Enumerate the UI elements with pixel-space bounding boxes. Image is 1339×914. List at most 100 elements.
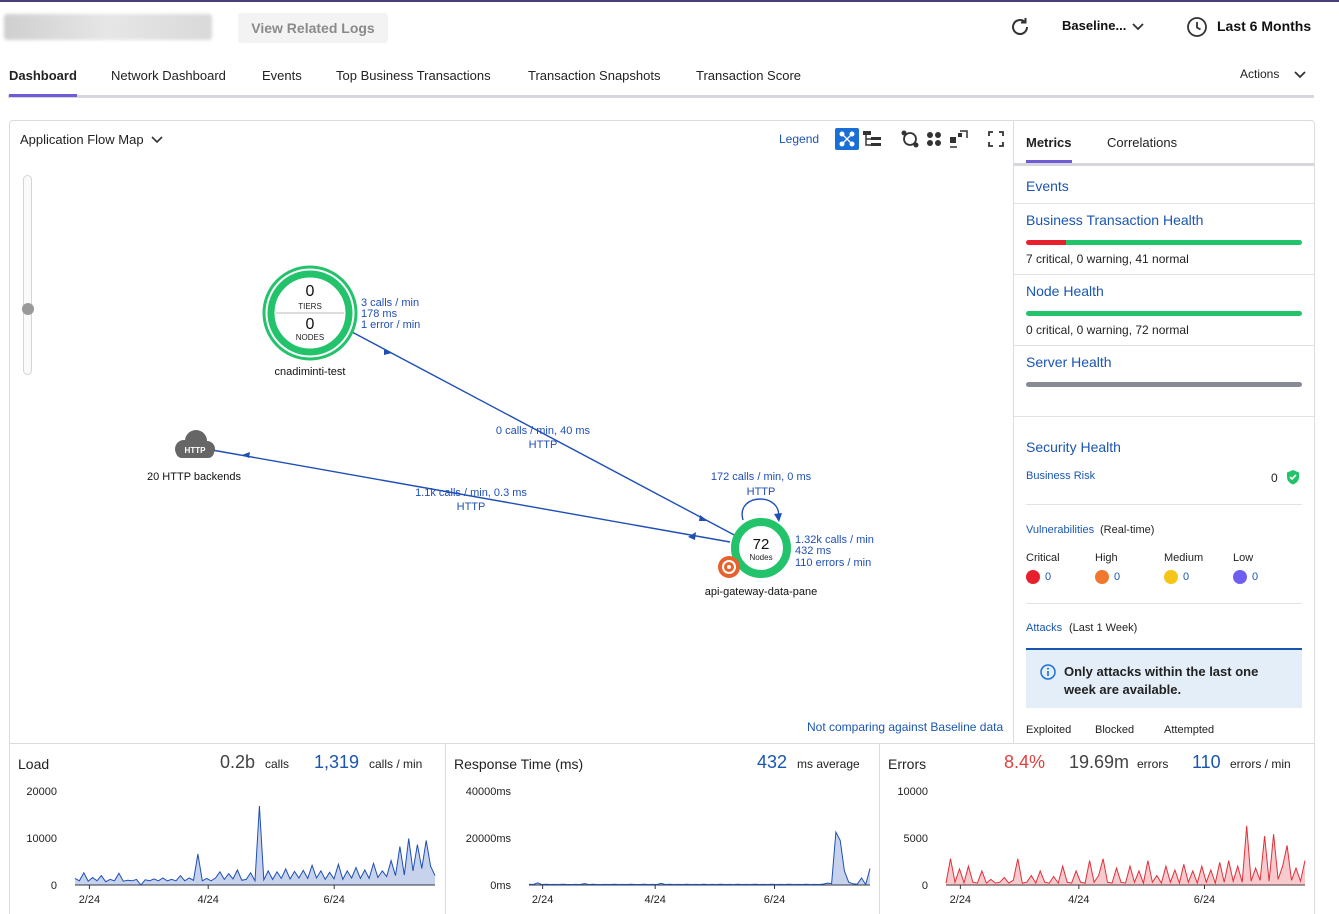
chevron-down-icon[interactable] [150,132,164,146]
chevron-down-icon[interactable] [1292,66,1308,82]
x-tick-label: 2/24 [79,894,100,906]
severity-critical-value[interactable]: 0 [1045,571,1052,583]
errors-rate: 110 [1192,752,1221,772]
backend-name[interactable]: 20 HTTP backends [147,471,241,483]
flow-map-selector[interactable]: Application Flow Map [20,132,144,147]
node-api-gateway[interactable] [731,518,791,578]
tab-transaction-snapshots[interactable]: Transaction Snapshots [528,68,661,83]
security-health-link[interactable]: Security Health [1026,439,1121,455]
nodes-label: NODES [296,333,324,342]
events-link[interactable]: Events [1026,178,1069,194]
clock-icon[interactable] [1186,16,1208,38]
tab-metrics[interactable]: Metrics [1026,135,1072,163]
graph-view-icon[interactable] [835,128,859,150]
edge-label[interactable]: 172 calls / min, 0 ms [711,471,812,483]
tab-correlations[interactable]: Correlations [1107,135,1178,150]
y-tick-label: 20000ms [466,833,512,845]
gateway-node-label: Nodes [749,553,772,562]
vulnerabilities-link[interactable]: Vulnerabilities [1026,524,1095,536]
load-chart-panel[interactable]: Load 0.2b calls 1,319 calls / min 20000 1… [10,744,445,914]
node-stat: 1.32k calls / min [795,534,874,546]
events-section: Events [1014,169,1314,204]
time-range-selector[interactable]: Last 6 Months [1217,18,1312,34]
tab-network-dashboard[interactable]: Network Dashboard [111,68,226,83]
errors-chart[interactable]: 10000 5000 0 2/24 4/24 6/24 [880,780,1315,914]
tiers-count: 0 [306,283,315,300]
tab-events[interactable]: Events [262,68,302,83]
legend-link[interactable]: Legend [779,132,820,146]
severity-critical-label: Critical [1026,552,1060,564]
response-chart-title: Response Time (ms) [454,756,584,772]
series-line[interactable] [528,830,871,886]
chevron-down-icon[interactable] [1130,18,1146,34]
gateway-node-count: 72 [753,536,770,553]
edge-gateway-to-backend[interactable] [211,449,731,543]
node-health-summary: 0 critical, 0 warning, 72 normal [1026,323,1189,337]
grid-layout-icon[interactable] [922,128,946,150]
edge-label[interactable]: 1.1k calls / min, 0.3 ms [415,487,527,499]
fullscreen-icon[interactable] [984,128,1008,150]
tab-dashboard[interactable]: Dashboard [9,68,77,97]
y-tick-label: 40000ms [466,786,512,798]
errors-total: 19.69m [1069,752,1130,772]
server-health-link[interactable]: Server Health [1026,354,1112,370]
edge-protocol: HTTP [747,486,776,498]
attacks-link[interactable]: Attacks [1026,622,1063,634]
x-tick-label: 4/24 [197,894,218,906]
baseline-comparison-note[interactable]: Not comparing against Baseline data [807,720,1004,734]
x-tick-label: 4/24 [1068,894,1089,906]
response-avg-unit: ms average [797,757,860,771]
load-rate: 1,319 [314,752,360,772]
severity-low-value[interactable]: 0 [1252,571,1259,583]
severity-high-value[interactable]: 0 [1114,571,1121,583]
edge-arrow [688,532,696,540]
edge-protocol: HTTP [529,439,558,451]
edge-label[interactable]: 0 calls / min, 40 ms [496,425,591,437]
auto-arrange-icon[interactable] [898,128,922,150]
view-related-logs-button[interactable]: View Related Logs [238,13,388,43]
gateway-name[interactable]: api-gateway-data-pane [705,586,818,598]
server-health-section: Server Health [1014,346,1314,417]
response-chart-panel[interactable]: Response Time (ms) 432 ms average 40000m… [445,744,879,914]
metrics-pane: Metrics Correlations Events Business Tra… [1013,121,1314,743]
node-stat: 110 errors / min [795,557,871,569]
load-total-unit: calls [265,757,290,771]
fit-to-screen-icon[interactable] [946,128,970,150]
edge-tier-to-gateway[interactable] [351,331,739,538]
series-line[interactable] [74,805,436,886]
baseline-selector[interactable]: Baseline... [1062,18,1127,33]
series-area [529,832,870,885]
refresh-icon[interactable] [1008,15,1032,39]
bt-health-link[interactable]: Business Transaction Health [1026,212,1204,228]
x-tick-label: 4/24 [644,894,665,906]
tab-transaction-score[interactable]: Transaction Score [696,68,802,83]
vulnerabilities-note: (Real-time) [1100,524,1155,536]
node-cnadiminti-test[interactable] [262,265,358,361]
business-risk-link[interactable]: Business Risk [1026,470,1096,482]
severity-critical-dot [1026,570,1040,584]
x-tick-label: 6/24 [323,894,344,906]
errors-chart-panel[interactable]: Errors 8.4% 19.69m errors 110 errors / m… [879,744,1314,914]
severity-low-dot [1233,570,1247,584]
tree-view-icon[interactable] [861,128,885,150]
edge-arrow [242,452,250,458]
x-tick-label: 2/24 [532,894,553,906]
severity-medium-value[interactable]: 0 [1183,571,1190,583]
response-time-chart[interactable]: 40000ms 20000ms 0ms 2/24 4/24 6/24 [446,780,880,914]
load-chart[interactable]: 20000 10000 0 2/24 4/24 6/24 [10,780,445,914]
series-line[interactable] [945,825,1306,885]
tab-top-business-transactions[interactable]: Top Business Transactions [336,68,491,83]
edge-gateway-self[interactable] [741,498,780,521]
edge-protocol: HTTP [457,501,486,513]
y-tick-label: 0 [922,880,928,892]
node-health-link[interactable]: Node Health [1026,283,1104,299]
attacks-info-banner: Only attacks within the last one week ar… [1026,648,1302,708]
cloud-icon[interactable] [175,430,215,458]
severity-high-dot [1095,570,1109,584]
zoom-slider[interactable] [23,175,32,375]
node-name[interactable]: cnadiminti-test [275,366,346,378]
zoom-slider-handle[interactable] [22,303,34,315]
actions-menu[interactable]: Actions [1240,67,1280,81]
severity-medium-dot [1164,570,1178,584]
